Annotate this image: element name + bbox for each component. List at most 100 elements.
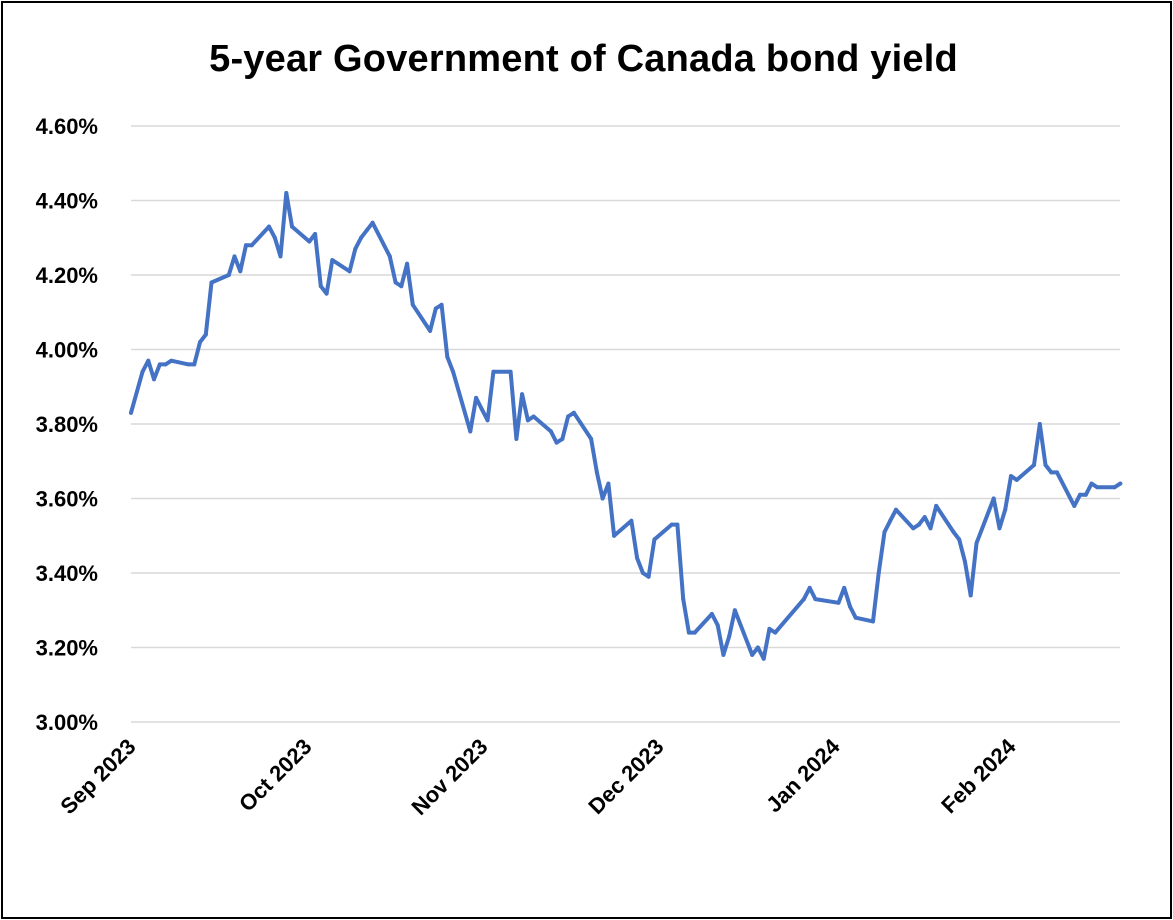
data-point xyxy=(531,414,536,419)
data-point xyxy=(951,530,956,534)
y-tick-label: 3.40% xyxy=(36,561,98,586)
data-point xyxy=(732,608,737,613)
data-point xyxy=(807,585,812,590)
data-point xyxy=(548,429,553,434)
data-point xyxy=(324,291,329,296)
data-point xyxy=(606,481,611,486)
data-point xyxy=(594,470,599,475)
data-point xyxy=(1043,463,1048,467)
data-point xyxy=(721,652,726,657)
data-point xyxy=(727,634,732,639)
data-point xyxy=(479,407,484,412)
data-point xyxy=(692,630,697,635)
data-point xyxy=(612,533,617,538)
data-point xyxy=(635,556,640,561)
y-tick-label: 3.00% xyxy=(36,710,98,735)
data-point xyxy=(428,328,433,333)
data-point xyxy=(272,235,277,240)
data-point xyxy=(997,526,1002,531)
data-point xyxy=(405,261,410,266)
data-point xyxy=(192,362,197,367)
data-point xyxy=(399,284,404,289)
data-point xyxy=(1118,481,1123,486)
data-point xyxy=(226,273,231,277)
data-point xyxy=(686,630,691,635)
data-point xyxy=(640,571,645,575)
y-tick-label: 3.80% xyxy=(36,412,98,437)
data-point xyxy=(1072,503,1077,508)
data-point xyxy=(267,224,271,229)
data-point xyxy=(468,429,473,434)
data-point xyxy=(387,254,392,259)
data-point xyxy=(1037,422,1042,426)
data-point xyxy=(767,626,772,631)
series-layer xyxy=(129,191,1123,661)
y-tick-label: 3.60% xyxy=(36,487,98,512)
data-point xyxy=(307,239,312,244)
data-point xyxy=(1032,463,1036,467)
data-point xyxy=(871,619,875,624)
y-axis-ticks: 3.00% 3.20% 3.40% 3.60% 3.80% 4.00% 4.20% 4.40%… xyxy=(36,114,98,735)
data-point xyxy=(928,526,933,531)
data-point xyxy=(485,418,490,423)
x-tick-label: Dec 2023 xyxy=(583,734,668,819)
y-tick-label: 4.40% xyxy=(36,189,98,214)
data-point xyxy=(934,503,939,508)
x-axis-ticks: Sep 2023 Oct 2023 Nov 2023 Dec 2023 Jan 2024… xyxy=(55,733,1021,820)
data-point xyxy=(963,559,967,564)
data-point xyxy=(1089,481,1094,486)
x-tick-label: Nov 2023 xyxy=(407,734,493,820)
data-point xyxy=(755,645,760,650)
data-point xyxy=(917,522,921,527)
data-point xyxy=(709,612,714,616)
data-point xyxy=(968,593,973,598)
y-tick-label: 4.00% xyxy=(36,338,98,363)
data-point xyxy=(876,571,881,575)
data-point xyxy=(571,410,576,415)
data-point xyxy=(313,232,318,236)
data-point xyxy=(957,537,962,542)
data-point xyxy=(801,597,806,602)
data-point xyxy=(554,440,559,445)
data-point xyxy=(813,597,818,602)
data-point xyxy=(646,574,651,579)
y-tick-label: 4.20% xyxy=(36,263,98,288)
data-point xyxy=(750,652,755,657)
data-point xyxy=(249,243,254,248)
data-point xyxy=(347,269,352,274)
data-point xyxy=(882,530,887,534)
data-point xyxy=(290,224,294,229)
data-point xyxy=(330,258,335,263)
data-point xyxy=(129,410,133,415)
data-point xyxy=(922,515,927,520)
data-point xyxy=(669,522,674,527)
data-point xyxy=(888,518,893,523)
data-point xyxy=(1009,474,1013,479)
data-point xyxy=(773,630,778,635)
data-point xyxy=(1049,470,1054,475)
data-point xyxy=(715,623,720,628)
data-point xyxy=(560,436,565,441)
data-point xyxy=(566,414,571,419)
x-tick-label: Oct 2023 xyxy=(234,734,317,817)
y-tick-label: 4.60% xyxy=(36,114,98,139)
data-point xyxy=(894,507,898,512)
data-point xyxy=(439,302,444,307)
data-point xyxy=(278,254,283,259)
data-point xyxy=(169,358,174,363)
data-point xyxy=(681,597,686,602)
data-point xyxy=(445,354,450,359)
data-point xyxy=(514,436,519,441)
data-point xyxy=(244,243,248,248)
data-point xyxy=(157,362,162,367)
x-tick-label: Jan 2024 xyxy=(761,733,845,817)
data-point xyxy=(318,284,323,289)
data-point xyxy=(1014,477,1019,482)
data-point xyxy=(186,362,191,367)
data-point xyxy=(1003,507,1008,512)
data-point xyxy=(652,537,657,542)
data-point xyxy=(589,436,594,441)
data-point xyxy=(359,235,364,240)
data-point xyxy=(991,496,996,501)
